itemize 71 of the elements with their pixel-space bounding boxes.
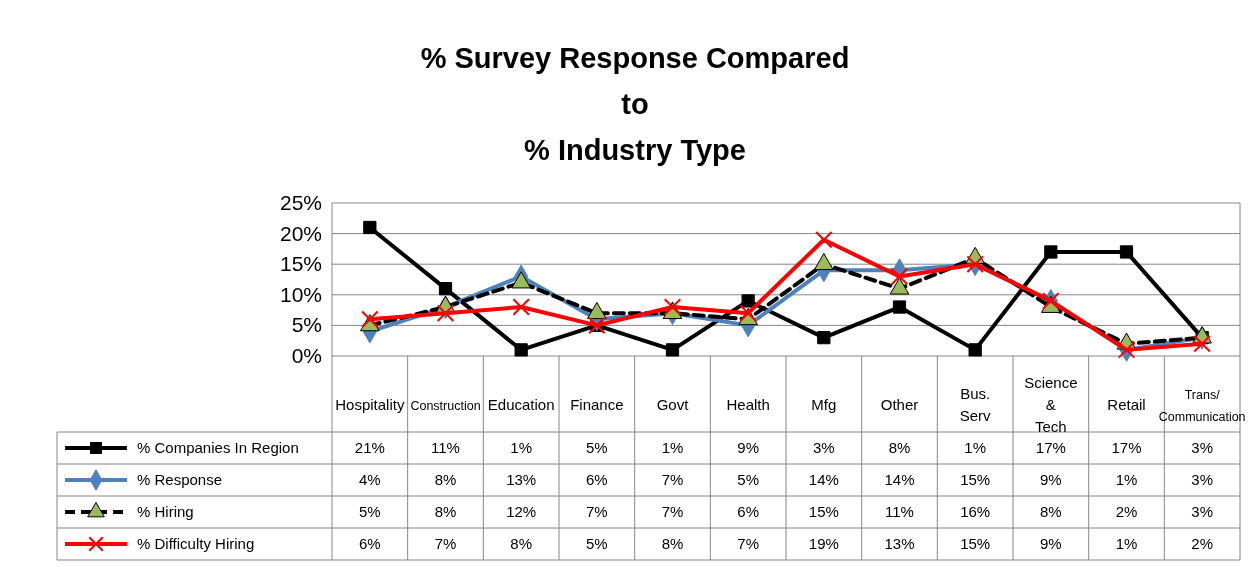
x-tick-label: Retail bbox=[1107, 396, 1146, 413]
data-label: 1% bbox=[1115, 471, 1138, 488]
data-label: 5% bbox=[585, 535, 608, 552]
data-label: 9% bbox=[1039, 535, 1062, 552]
data-label: 6% bbox=[585, 471, 608, 488]
data-label: 1% bbox=[964, 439, 987, 456]
x-tick-label: Govt bbox=[656, 396, 690, 413]
data-label: 6% bbox=[737, 503, 760, 520]
data-label: 19% bbox=[808, 535, 839, 552]
data-label: 4% bbox=[358, 471, 381, 488]
data-label: 13% bbox=[884, 535, 915, 552]
data-label: 14% bbox=[808, 471, 839, 488]
data-label: 15% bbox=[960, 471, 991, 488]
data-label: 7% bbox=[585, 503, 608, 520]
y-tick-label: 20% bbox=[279, 221, 322, 245]
data-label: 11% bbox=[885, 503, 914, 520]
data-label: 6% bbox=[358, 535, 381, 552]
data-label: 7% bbox=[434, 535, 457, 552]
x-tick-label: Mfg bbox=[811, 396, 837, 413]
x-tick-label: Other bbox=[880, 396, 919, 413]
y-tick-label: 15% bbox=[279, 252, 322, 276]
data-label: 9% bbox=[737, 439, 760, 456]
data-label: 15% bbox=[808, 503, 839, 520]
x-tick-label: Education bbox=[487, 396, 555, 413]
data-label: 8% bbox=[888, 439, 911, 456]
data-label: 7% bbox=[737, 535, 760, 552]
data-label: 15% bbox=[960, 535, 991, 552]
data-label: 3% bbox=[1191, 439, 1214, 456]
data-label: 9% bbox=[1039, 471, 1062, 488]
data-label: 13% bbox=[506, 471, 537, 488]
data-label: 3% bbox=[1191, 471, 1214, 488]
data-label: 17% bbox=[1111, 439, 1142, 456]
data-label: 8% bbox=[510, 535, 533, 552]
legend-label: % Response bbox=[137, 471, 223, 488]
x-tick-label: Science & Tech bbox=[1024, 374, 1078, 435]
data-label: 3% bbox=[812, 439, 835, 456]
x-tick-label: Health bbox=[726, 396, 770, 413]
data-label: 8% bbox=[434, 503, 457, 520]
data-label: 11% bbox=[431, 439, 460, 456]
data-label: 1% bbox=[510, 439, 533, 456]
data-label: 5% bbox=[585, 439, 608, 456]
legend-label: % Hiring bbox=[137, 503, 194, 520]
data-label: 8% bbox=[1039, 503, 1062, 520]
data-label: 1% bbox=[661, 439, 684, 456]
data-label: 21% bbox=[354, 439, 385, 456]
data-label: 7% bbox=[661, 471, 684, 488]
x-tick-label: Hospitality bbox=[335, 396, 405, 413]
data-label: 2% bbox=[1191, 535, 1214, 552]
data-label: 7% bbox=[661, 503, 684, 520]
data-label: 8% bbox=[434, 471, 457, 488]
data-label: 16% bbox=[960, 503, 991, 520]
data-label: 14% bbox=[884, 471, 915, 488]
y-tick-label: 10% bbox=[279, 282, 322, 306]
data-label: 5% bbox=[358, 503, 381, 520]
data-label: 12% bbox=[506, 503, 537, 520]
legend-label: % Companies In Region bbox=[137, 439, 299, 456]
data-label: 1% bbox=[1115, 535, 1138, 552]
data-label: 2% bbox=[1115, 503, 1138, 520]
y-tick-label: 25% bbox=[279, 191, 322, 214]
y-tick-label: 5% bbox=[291, 313, 322, 337]
chart-title: % Survey Response Compared to % Industry Type bbox=[420, 42, 850, 166]
x-tick-label: Bus. Serv bbox=[959, 385, 992, 424]
data-label: 17% bbox=[1035, 439, 1066, 456]
data-label: 3% bbox=[1191, 503, 1214, 520]
x-tick-label: Finance bbox=[570, 396, 624, 413]
data-label: 8% bbox=[661, 535, 684, 552]
x-tick-label: Trans/Communication bbox=[1158, 388, 1246, 424]
data-label: 5% bbox=[737, 471, 760, 488]
x-tick-label: Construction bbox=[410, 399, 481, 413]
y-tick-label: 0% bbox=[291, 344, 322, 367]
legend-label: % Difficulty Hiring bbox=[137, 535, 255, 552]
